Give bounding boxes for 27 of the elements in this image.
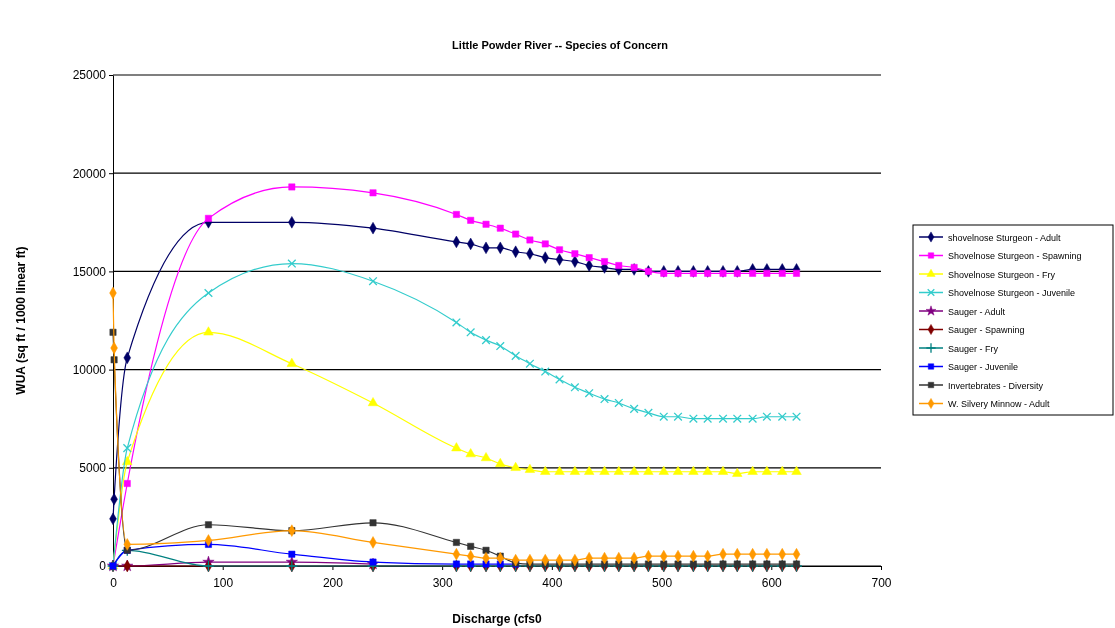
chart-title: Little Powder River -- Species of Concern	[452, 39, 669, 51]
y-tick-label: 5000	[79, 461, 107, 476]
y-tick-label: 0	[99, 559, 107, 574]
legend-label: Sauger - Fry	[948, 343, 999, 354]
y-tick-label: 10000	[72, 362, 107, 377]
x-tick-label: 0	[110, 576, 118, 591]
x-tick-label: 700	[871, 576, 892, 591]
legend-label: Shovelnose Sturgeon - Juvenile	[948, 288, 1076, 298]
legend-label: Shovelnose Sturgeon - Spawning	[948, 251, 1082, 261]
x-tick-label: 300	[432, 576, 453, 591]
y-axis-title: WUA (sq ft / 1000 linear ft)	[14, 246, 28, 395]
legend-label: Sauger - Spawning	[948, 325, 1025, 335]
legend-label: Invertebrates - Diversity	[948, 380, 1044, 391]
y-tick-label: 20000	[72, 166, 107, 181]
x-tick-label: 100	[213, 576, 234, 591]
legend-label: Shovelnose Sturgeon - Fry	[948, 269, 1056, 280]
x-tick-label: 500	[652, 576, 673, 591]
x-tick-label: 600	[761, 576, 783, 591]
legend-label: W. Silvery Minnow - Adult	[948, 399, 1051, 409]
legend-label: Sauger - Juvenile	[948, 362, 1019, 372]
x-tick-label: 200	[322, 576, 344, 591]
x-axis-title: Discharge (cfs0	[452, 612, 543, 626]
y-tick-label: 15000	[72, 264, 107, 279]
x-tick-label: 400	[542, 576, 563, 591]
legend-label: shovelnose Sturgeon - Adult	[948, 232, 1062, 243]
legend-label: Sauger - Adult	[948, 306, 1006, 317]
y-tick-label: 25000	[72, 68, 107, 83]
